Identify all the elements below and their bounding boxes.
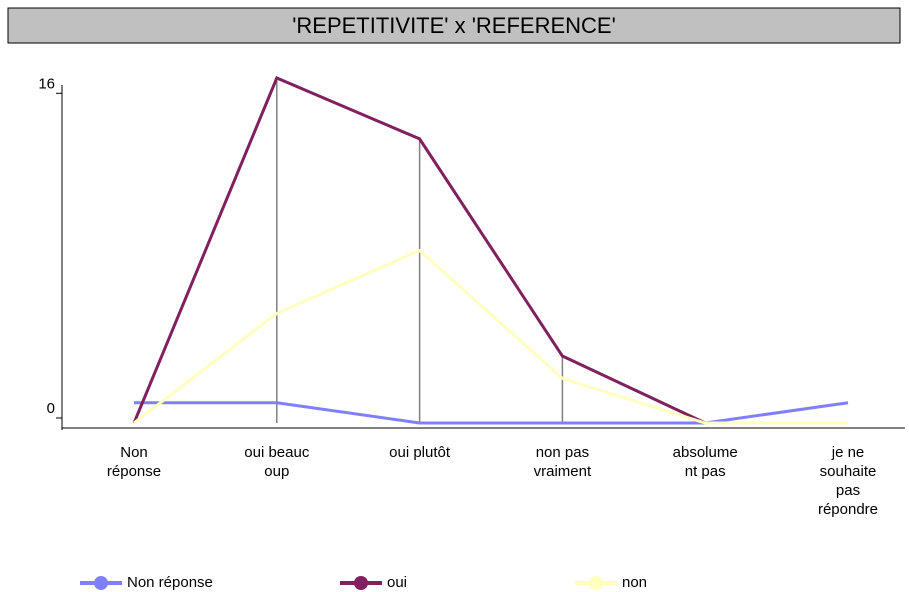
x-tick-label: oui plutôt xyxy=(389,444,451,461)
legend-label: non xyxy=(622,574,647,591)
x-tick-label: non pas vraiment xyxy=(533,444,592,480)
legend-label: oui xyxy=(387,574,407,591)
legend-marker xyxy=(354,576,368,590)
title-box xyxy=(7,7,901,44)
x-tick-label: absolume nt pas xyxy=(672,444,738,480)
legend-marker xyxy=(589,576,603,590)
series-line xyxy=(133,248,848,425)
y-tick-label: 0 xyxy=(47,400,55,417)
legend-label: Non réponse xyxy=(127,574,213,591)
x-tick-label: oui beauc oup xyxy=(244,444,310,480)
x-tick-label: Non réponse xyxy=(106,444,162,480)
y-tick-label: 16 xyxy=(38,75,55,92)
series-line xyxy=(134,401,849,425)
x-tick-label: je ne souhaite pas répondre xyxy=(817,444,879,518)
legend-marker xyxy=(94,576,108,590)
chart-title: 'REPETITIVITE' x 'REFERENCE' xyxy=(292,13,616,38)
series-line xyxy=(132,76,706,425)
